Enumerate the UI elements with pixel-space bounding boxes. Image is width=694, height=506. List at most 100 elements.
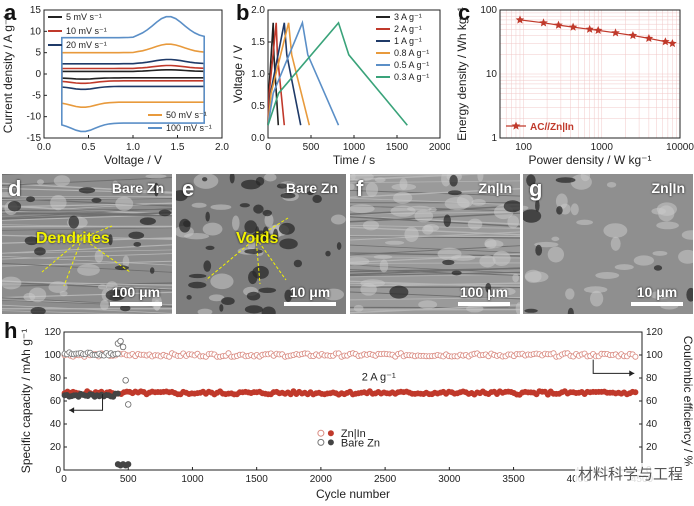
sem-f-streak <box>350 235 520 239</box>
chart-h-legend-marker-filled <box>327 430 334 437</box>
sem-f-streak <box>350 188 520 198</box>
sem-f-bright-grain <box>444 196 470 211</box>
sem-f-bright-grain <box>414 209 434 223</box>
sem-f-bright-grain <box>479 255 496 268</box>
sem-g-bright-grain <box>570 174 592 190</box>
sem-g-bright-grain <box>610 236 621 251</box>
sem-d-dark-feature <box>158 209 171 217</box>
sem-d-bright-grain <box>115 196 134 211</box>
sem-d-dark-feature <box>7 201 22 212</box>
sem-e-bright-grain <box>210 204 232 210</box>
chart-b-series-4 <box>267 19 340 126</box>
sem-d-bright-grain <box>2 276 22 290</box>
sem-e-dark-feature <box>246 291 261 301</box>
sem-f-streak <box>350 271 520 277</box>
chart-h-failure-capacity-point <box>125 461 132 468</box>
chart-a-ytick-label: 5 <box>35 48 41 59</box>
chart-b-legend-label: 0.5 A g⁻¹ <box>394 60 429 70</box>
sem-f-streak <box>350 297 520 301</box>
chart-c-ytick-label: 100 <box>480 5 497 16</box>
chart-b-legend-label: 1 A g⁻¹ <box>394 36 422 46</box>
scale-label-d: 100 μm <box>111 284 161 300</box>
chart-h-legend-label: Zn|In <box>341 428 366 440</box>
sem-image-f-zn-in: f Zn|In 100 μm <box>350 174 520 314</box>
sem-f-bright-grain <box>418 300 438 309</box>
sem-d-dark-feature <box>34 247 46 256</box>
panel-label-c: c <box>458 0 471 25</box>
sem-f-dark-feature <box>443 214 451 227</box>
sem-e-annotation-arrow <box>205 237 257 281</box>
sem-d-bright-grain <box>77 263 100 276</box>
chart-b-legend-label: 3 A g⁻¹ <box>394 12 422 22</box>
sem-d-bright-grain <box>145 174 167 179</box>
chart-a-ytick-label: 0 <box>35 69 41 80</box>
chart-h-legend-marker-open <box>317 438 325 446</box>
chart-c-data-point <box>611 28 620 37</box>
sem-d-streak <box>2 244 172 254</box>
sem-d-dark-feature <box>91 197 102 203</box>
chart-c-legend-marker <box>511 121 521 130</box>
sem-g-dark-feature <box>524 308 538 313</box>
sem-f-bright-grain <box>384 240 405 245</box>
sem-d-dark-feature <box>105 289 126 301</box>
sem-e-bright-grain <box>193 174 219 189</box>
scale-line-f <box>458 302 510 306</box>
sem-d-dark-feature <box>128 231 145 240</box>
sem-f-bright-grain <box>350 183 355 190</box>
chart-h-point-2 <box>114 390 121 397</box>
sem-f-bright-grain <box>423 224 440 232</box>
chart-h-annotation: 2 A g⁻¹ <box>362 371 396 383</box>
sem-f-streak <box>350 252 520 257</box>
chart-c-ylabel: Energy density / Wh kg⁻¹ <box>455 7 469 141</box>
scale-line-d <box>110 302 162 306</box>
sem-d-annotation-arrow <box>81 225 113 239</box>
chart-a-ytick-label: -5 <box>32 90 41 101</box>
sem-e-dark-feature <box>307 191 314 196</box>
sem-f-bright-grain <box>350 174 374 182</box>
sem-f-bright-grain <box>393 191 413 204</box>
chart-a-ylabel: Current density / A g⁻¹ <box>1 15 15 133</box>
chart-a-series-2 <box>61 58 205 91</box>
sem-f-bright-grain <box>399 178 408 190</box>
chart-b-xtick-label: 2000 <box>429 142 450 153</box>
sem-d-bright-grain <box>28 287 47 303</box>
chart-c-xtick-label: 100 <box>515 142 532 153</box>
chart-a-legend-label: 10 mV s⁻¹ <box>66 26 107 36</box>
sem-e-dark-feature <box>205 211 210 222</box>
sem-d-streak <box>2 281 172 286</box>
scale-label-e: 10 μm <box>289 284 331 300</box>
sem-e-bright-grain <box>202 222 223 236</box>
chart-h-legend-marker-filled <box>327 439 334 446</box>
sem-f-bright-grain <box>373 254 393 259</box>
sem-e-dark-feature <box>252 265 269 279</box>
chart-c-data-point <box>661 37 670 46</box>
chart-h-xtick-label: 2500 <box>374 474 397 485</box>
chart-h-failure-ce-point <box>119 343 127 351</box>
sem-g-bright-grain <box>681 230 693 240</box>
sem-f-dark-feature <box>389 285 409 299</box>
sem-letter-e: e <box>182 176 195 201</box>
chart-h-ytick-label-left: 40 <box>50 419 62 430</box>
chart-b-legend-label: 0.3 A g⁻¹ <box>394 72 429 82</box>
sem-e-dark-feature <box>312 194 322 204</box>
sem-e-bright-grain <box>264 174 277 182</box>
sem-d-bright-grain <box>53 175 71 187</box>
chart-c-xtick-label: 1000 <box>591 142 614 153</box>
chart-c-ytick-label: 10 <box>486 69 498 80</box>
sem-e-dark-feature <box>280 192 296 199</box>
chart-a-series-4 <box>61 15 205 133</box>
sem-d-dark-feature <box>139 217 156 225</box>
chart-h-point-0 <box>632 389 639 396</box>
chart-b-ytick-label: 0.0 <box>251 133 265 144</box>
sem-e-dark-feature <box>176 190 188 202</box>
scale-line-g <box>631 302 683 306</box>
chart-c-data-point <box>644 33 654 42</box>
sem-title-g: Zn|In <box>651 180 685 196</box>
sem-d-streak <box>2 224 172 228</box>
sem-e-bright-grain <box>208 294 225 302</box>
sem-d-bright-grain <box>122 255 130 268</box>
sem-e-bright-grain <box>330 214 346 225</box>
sem-e-dark-feature <box>262 209 273 217</box>
sem-f-dark-feature <box>485 282 492 293</box>
